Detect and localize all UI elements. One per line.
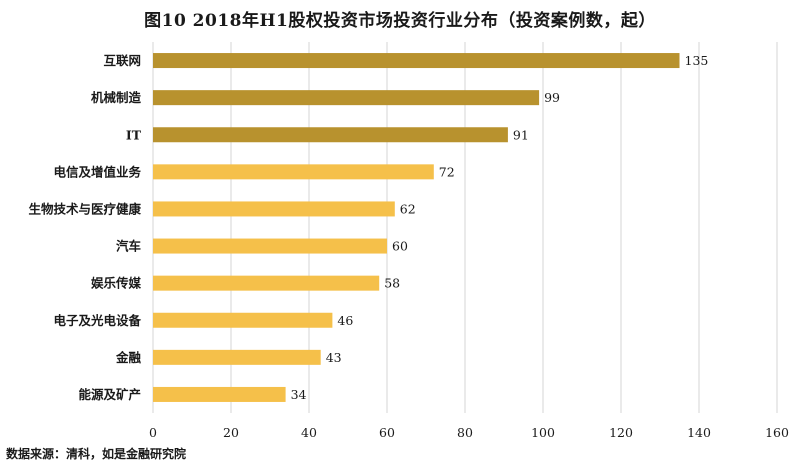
x-tick-label: 120 xyxy=(609,425,633,440)
category-label: 电信及增值业务 xyxy=(53,164,141,179)
data-label: 72 xyxy=(439,164,455,179)
x-tick-label: 80 xyxy=(457,425,473,440)
data-label: 62 xyxy=(400,201,416,216)
data-label: 34 xyxy=(291,387,307,402)
data-label: 99 xyxy=(544,90,560,105)
x-tick-label: 60 xyxy=(379,425,395,440)
x-tick-label: 40 xyxy=(301,425,317,440)
bar xyxy=(153,127,508,143)
x-tick-label: 0 xyxy=(149,425,157,440)
x-tick-label: 100 xyxy=(531,425,555,440)
bar xyxy=(153,386,286,402)
x-tick-label: 20 xyxy=(223,425,239,440)
bar xyxy=(153,201,395,217)
category-label: IT xyxy=(126,127,142,142)
bar xyxy=(153,164,434,180)
data-label: 43 xyxy=(326,350,342,365)
category-label: 电子及光电设备 xyxy=(53,313,141,328)
chart-title: 图10 2018年H1股权投资市场投资行业分布（投资案例数，起） xyxy=(144,11,656,31)
data-label: 135 xyxy=(685,53,709,68)
category-label: 娱乐传媒 xyxy=(91,276,142,291)
x-tick-label: 160 xyxy=(765,425,789,440)
category-label: 互联网 xyxy=(103,53,141,68)
category-label: 生物技术与医疗健康 xyxy=(28,201,141,216)
category-label: 汽车 xyxy=(116,239,142,254)
data-label: 46 xyxy=(337,313,353,328)
data-label: 58 xyxy=(384,276,400,291)
bar xyxy=(153,53,680,69)
data-label: 91 xyxy=(513,127,529,142)
data-label: 60 xyxy=(392,239,408,254)
category-label: 机械制造 xyxy=(91,90,142,105)
bar xyxy=(153,238,387,254)
bar xyxy=(153,312,333,328)
bar xyxy=(153,90,540,106)
category-label: 金融 xyxy=(115,350,142,365)
bar xyxy=(153,275,380,291)
x-tick-label: 140 xyxy=(687,425,711,440)
bar xyxy=(153,349,321,365)
data-source: 数据来源：清科，如是金融研究院 xyxy=(6,447,187,461)
category-label: 能源及矿产 xyxy=(78,387,141,402)
